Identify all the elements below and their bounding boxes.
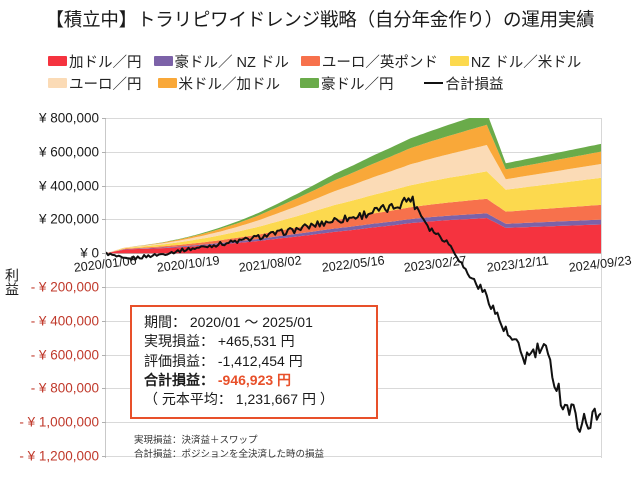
legend-line-icon: [423, 82, 443, 84]
y-axis-tick-label: - ¥ 600,000: [30, 347, 99, 363]
summary-realized-row: 実現損益： +465,531 円: [144, 332, 366, 351]
gridline: [106, 151, 601, 153]
summary-unrealized-value: -1,412,454 円: [217, 352, 303, 369]
y-axis-tick-label: ¥ 200,000: [38, 211, 99, 227]
legend-label: ユーロ／円: [69, 76, 142, 93]
summary-realized-label: 実現損益：: [144, 333, 214, 350]
page-title: 【積立中】トラリピワイドレンジ戦略（自分年金作り）の運用実績: [45, 9, 595, 30]
area-series-NZ ドル／米ドル: [106, 171, 601, 254]
y-axis-tick-label: - ¥ 800,000: [30, 380, 99, 396]
legend-item-total: 合計損益: [423, 73, 504, 94]
summary-total-label: 合計損益：: [144, 371, 214, 388]
gridline: [106, 422, 601, 424]
gridline: [106, 253, 601, 255]
legend-label: ユーロ／英ポンド: [321, 54, 438, 71]
legend-label: 豪ドル／ NZ ドル: [174, 54, 289, 71]
legend-swatch-icon: [48, 56, 67, 66]
summary-period-label: 期間：: [144, 314, 186, 330]
summary-period-value: 2020/01 〜 2025/01: [189, 314, 313, 330]
y-axis-tick: [102, 151, 106, 153]
summary-principal-row: （ 元本平均： 1,231,667 円 ）: [144, 391, 334, 408]
legend-label: 合計損益: [445, 76, 504, 93]
y-axis-tick-label: - ¥ 400,000: [30, 313, 99, 329]
y-axis-title: 利益: [4, 268, 20, 296]
y-axis-tick-label: - ¥ 200,000: [30, 279, 99, 295]
legend-swatch-icon: [48, 78, 67, 88]
footnote-total: 合計損益：ポジションを全決済した時の損益: [134, 448, 325, 460]
legend-label: 米ドル／加ドル: [178, 76, 281, 93]
legend-row-2: ユーロ／円 米ドル／加ドル 豪ドル／円 合計損益: [40, 72, 640, 94]
legend-label: 加ドル／円: [69, 54, 142, 71]
legend-item-audjpy: 豪ドル／円: [300, 73, 394, 94]
footnote-realized: 実現損益：決済益＋スワップ: [134, 435, 258, 446]
legend-label: NZ ドル／米ドル: [470, 54, 582, 71]
legend-swatch-icon: [153, 56, 173, 66]
y-axis-tick: [102, 118, 106, 119]
legend-swatch-icon: [300, 78, 319, 88]
y-axis-tick: [102, 388, 106, 390]
area-series-ユーロ／英ポンド: [106, 198, 601, 254]
gridline: [106, 456, 601, 457]
legend-swatch-icon: [449, 56, 469, 66]
chart-legend: 加ドル／円 豪ドル／ NZ ドル ユーロ／英ポンド NZ ドル／米ドル ユーロ／…: [40, 50, 640, 94]
legend-row-1: 加ドル／円 豪ドル／ NZ ドル ユーロ／英ポンド NZ ドル／米ドル: [40, 50, 640, 72]
legend-swatch-icon: [157, 78, 177, 88]
y-axis-tick: [102, 354, 106, 356]
summary-period-row: 期間： 2020/01 〜 2025/01: [144, 313, 366, 332]
area-series-ユーロ／円: [106, 145, 601, 254]
summary-unrealized-label: 評価損益：: [144, 352, 214, 369]
summary-info-box: 期間： 2020/01 〜 2025/01 実現損益： +465,531 円 評…: [130, 305, 378, 419]
legend-item-nzdusd: NZ ドル／米ドル: [449, 51, 582, 72]
legend-swatch-icon: [300, 56, 320, 66]
y-axis-tick-label: ¥ 600,000: [38, 144, 99, 160]
summary-total-value: -946,923 円: [217, 371, 292, 388]
summary-total-row: 合計損益： -946,923 円: [144, 371, 366, 390]
summary-realized-value: +465,531 円: [217, 333, 295, 350]
legend-item-eurjpy: ユーロ／円: [48, 73, 142, 94]
y-axis-tick: [102, 422, 106, 424]
gridline: [106, 118, 601, 119]
legend-item-eurgbp: ユーロ／英ポンド: [300, 51, 438, 72]
gridline: [106, 287, 601, 288]
y-axis-tick-label: - ¥ 1,000,000: [19, 414, 99, 430]
y-axis-tick: [102, 185, 106, 187]
y-axis-tick-label: ¥ 0: [80, 245, 99, 261]
area-series-加ドル／円: [106, 218, 601, 254]
y-axis-tick: [102, 320, 106, 322]
chart-canvas: [106, 118, 601, 433]
legend-item-audnzd: 豪ドル／ NZ ドル: [153, 51, 289, 72]
chart-footnotes: 実現損益：決済益＋スワップ 合計損益：ポジションを全決済した時の損益: [134, 434, 324, 462]
y-axis-tick: [102, 219, 106, 221]
y-axis-tick-label: - ¥ 1,200,000: [19, 448, 99, 464]
legend-label: 豪ドル／円: [321, 76, 394, 93]
y-axis-tick: [102, 456, 106, 457]
legend-item-cadjpy: 加ドル／円: [48, 51, 142, 72]
y-axis-labels: ¥ 800,000 ¥ 600,000 ¥ 400,000 ¥ 200,000 ¥ 0 -…: [0, 111, 103, 464]
summary-unrealized-row: 評価損益： -1,412,454 円: [144, 352, 366, 371]
y-axis-tick-label: ¥ 800,000: [38, 110, 99, 126]
legend-item-usdcad: 米ドル／加ドル: [157, 73, 281, 94]
y-axis-tick: [102, 287, 106, 288]
y-axis-tick: [102, 253, 106, 255]
y-axis-tick-label: ¥ 400,000: [38, 178, 99, 194]
total-pl-line: [106, 195, 601, 433]
